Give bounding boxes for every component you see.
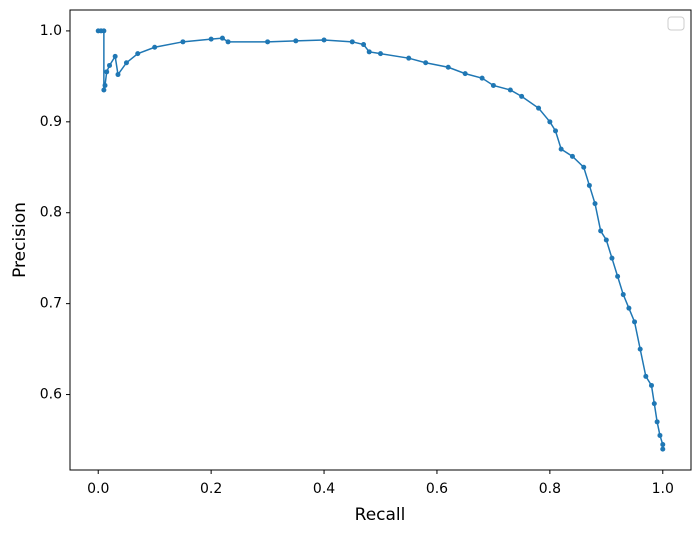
y-tick-label: 0.9 xyxy=(40,114,62,130)
y-tick-label: 0.6 xyxy=(40,387,62,403)
point xyxy=(615,273,621,279)
point xyxy=(620,292,626,298)
point xyxy=(123,60,129,66)
x-tick-label: 0.8 xyxy=(539,481,561,497)
y-tick-label: 0.7 xyxy=(40,296,62,312)
point xyxy=(102,82,108,88)
point xyxy=(547,119,553,125)
point xyxy=(558,146,564,152)
point xyxy=(219,35,225,41)
x-tick-label: 0.2 xyxy=(200,481,222,497)
point xyxy=(519,93,525,99)
point xyxy=(361,42,367,48)
x-tick-label: 0.6 xyxy=(426,481,448,497)
point xyxy=(208,36,214,42)
y-tick-label: 1.0 xyxy=(40,23,62,39)
point xyxy=(101,28,107,34)
point xyxy=(586,182,592,188)
point xyxy=(107,62,113,68)
x-tick-label: 0.0 xyxy=(87,481,109,497)
point xyxy=(152,44,158,50)
point xyxy=(445,64,451,70)
point xyxy=(626,305,632,311)
point xyxy=(135,51,141,57)
point xyxy=(603,237,609,243)
point xyxy=(104,69,110,75)
point xyxy=(378,51,383,57)
point xyxy=(660,446,666,452)
x-tick-label: 1.0 xyxy=(652,481,674,497)
point xyxy=(609,255,615,261)
point xyxy=(657,432,663,438)
point xyxy=(536,105,542,111)
point xyxy=(490,82,496,88)
x-tick-label: 0.4 xyxy=(313,481,335,497)
legend-box xyxy=(667,16,685,31)
point xyxy=(598,228,604,234)
y-axis-label: Precision xyxy=(10,202,30,278)
point xyxy=(293,38,299,44)
y-tick-label: 0.8 xyxy=(40,205,62,221)
point xyxy=(648,382,654,388)
point xyxy=(349,39,355,45)
point xyxy=(637,346,643,352)
point xyxy=(660,442,666,448)
point xyxy=(225,39,231,45)
plot-frame xyxy=(69,9,692,471)
point xyxy=(462,71,468,77)
point xyxy=(507,87,513,93)
x-axis-label: Recall xyxy=(355,505,406,525)
point xyxy=(180,39,186,45)
point xyxy=(632,319,638,325)
point xyxy=(569,153,575,159)
point xyxy=(479,75,485,81)
point xyxy=(101,87,107,93)
point xyxy=(581,164,587,170)
point xyxy=(321,37,327,43)
point xyxy=(406,55,412,61)
point xyxy=(115,72,121,78)
point xyxy=(651,401,657,407)
point xyxy=(553,128,559,134)
point xyxy=(643,373,649,379)
curve xyxy=(98,30,664,450)
point xyxy=(366,49,372,55)
point xyxy=(423,60,429,66)
point xyxy=(112,53,118,59)
point xyxy=(265,39,271,45)
point xyxy=(654,419,660,425)
point xyxy=(592,201,598,207)
